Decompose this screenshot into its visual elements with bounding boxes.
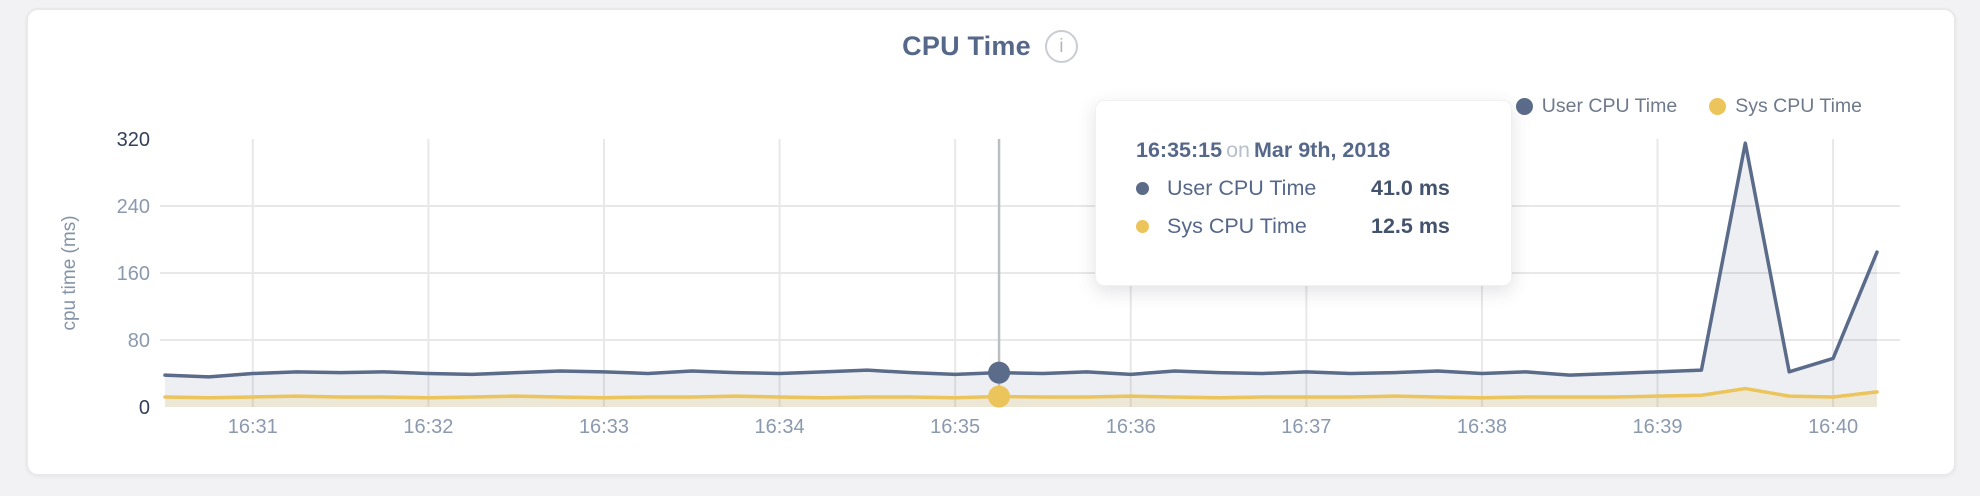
x-tick-label: 16:37 [1281, 416, 1331, 438]
tooltip-title: 16:35:15 on Mar 9th, 2018 [1136, 138, 1481, 163]
y-tick-label: 80 [128, 330, 150, 352]
sys-cpu-point-marker[interactable] [988, 385, 1011, 408]
x-tick-label: 16:34 [755, 416, 805, 438]
tooltip-date: Mar 9th, 2018 [1254, 138, 1391, 162]
y-axis-title: cpu time (ms) [59, 215, 80, 330]
y-tick-label: 160 [117, 263, 150, 285]
tooltip-rows: User CPU Time 41.0 ms Sys CPU Time 12.5 ms [1136, 176, 1481, 239]
user-cpu-area [165, 143, 1877, 407]
legend-label: User CPU Time [1541, 95, 1678, 117]
user-cpu-point-marker[interactable] [988, 361, 1011, 384]
tooltip-series-value: 41.0 ms [1371, 176, 1450, 200]
user-cpu-line [163, 141, 1879, 379]
legend-item-sys-cpu-time[interactable]: Sys CPU Time [1709, 95, 1862, 118]
x-tick-label: 16:32 [403, 416, 453, 438]
tooltip-series-dot-icon [1136, 182, 1149, 195]
x-tick-label: 16:40 [1808, 416, 1858, 438]
x-tick-label: 16:39 [1632, 416, 1682, 438]
chart-title: CPU Time [902, 31, 1031, 61]
tooltip-row: Sys CPU Time 12.5 ms [1136, 214, 1481, 239]
y-tick-label: 0 [139, 397, 150, 419]
legend-item-user-cpu-time[interactable]: User CPU Time [1515, 95, 1678, 118]
legend-dot-icon [1515, 98, 1533, 115]
x-tick-label: 16:36 [1106, 416, 1156, 438]
tooltip-series-label: User CPU Time [1167, 176, 1317, 200]
info-icon[interactable]: i [1044, 30, 1078, 63]
sys-cpu-line [163, 386, 1879, 400]
x-tick-label: 16:35 [930, 416, 980, 438]
chart-tooltip: 16:35:15 on Mar 9th, 2018 User CPU Time 41.… [1095, 100, 1512, 286]
tooltip-time: 16:35:15 [1136, 138, 1223, 162]
y-tick-label: 240 [117, 196, 150, 218]
y-tick-label: 320 [117, 129, 150, 151]
x-tick-label: 16:31 [228, 416, 278, 438]
tooltip-connector: on [1226, 138, 1250, 162]
legend-dot-icon [1709, 98, 1727, 115]
chart-legend: User CPU Time Sys CPU Time [1515, 95, 1862, 118]
tooltip-series-value: 12.5 ms [1371, 214, 1450, 238]
tooltip-series-dot-icon [1136, 220, 1149, 233]
x-tick-label: 16:38 [1457, 416, 1507, 438]
legend-label: Sys CPU Time [1735, 95, 1862, 117]
tooltip-series-label: Sys CPU Time [1167, 214, 1307, 238]
x-tick-label: 16:33 [579, 416, 629, 438]
card-header: CPU Time i [0, 30, 1980, 63]
tooltip-row: User CPU Time 41.0 ms [1136, 176, 1481, 201]
